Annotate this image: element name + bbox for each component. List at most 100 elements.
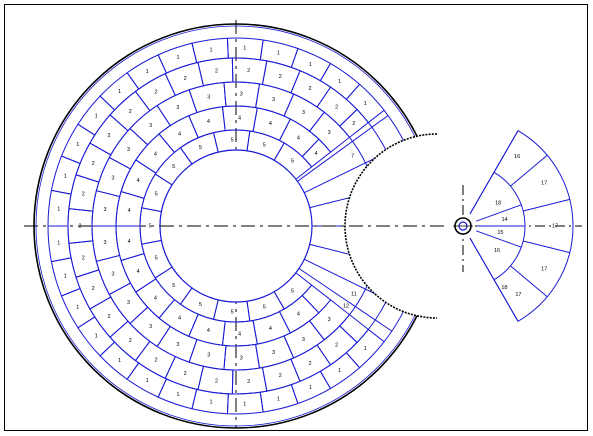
fan-block-edge xyxy=(475,204,522,222)
block-label: 1 xyxy=(57,207,60,213)
block-label: 3 xyxy=(240,92,243,98)
block-label: 3 xyxy=(127,300,130,306)
block-label: 4 xyxy=(128,208,131,214)
block-label: 1 xyxy=(118,358,121,364)
cutout-block-label: 11 xyxy=(351,291,357,297)
fan-block-edge xyxy=(493,130,519,173)
fan-block-label: 18 xyxy=(495,201,501,207)
block-label: 4 xyxy=(269,121,272,127)
fan-block-edge xyxy=(523,240,570,254)
block-label: 3 xyxy=(149,123,152,129)
block-label: 3 xyxy=(240,355,243,361)
block-label: 3 xyxy=(302,110,305,116)
block-label: 1 xyxy=(146,378,149,384)
block-label: 5 xyxy=(199,302,202,308)
block-label: 1 xyxy=(95,334,98,340)
block-label: 3 xyxy=(207,353,210,359)
fan-block-edge xyxy=(510,265,548,298)
block-label: 3 xyxy=(272,97,275,103)
block-label: 1 xyxy=(364,101,367,107)
block-label: 2 xyxy=(215,378,218,384)
fan-block-label: 16 xyxy=(494,248,500,254)
fan-block-label: 16 xyxy=(514,154,520,160)
block-label: 3 xyxy=(176,105,179,111)
block-label: 1 xyxy=(277,396,280,402)
cutout-block-label: 7 xyxy=(351,153,354,159)
block-label: 3 xyxy=(111,176,114,182)
block-label: 5 xyxy=(231,309,234,315)
fan-block-label: 17 xyxy=(541,267,547,273)
block-label: 2 xyxy=(279,373,282,379)
block-label: 1 xyxy=(243,46,246,52)
block-label: 5 xyxy=(291,159,294,165)
fan-block-edge xyxy=(469,172,495,215)
block-label: 2 xyxy=(247,68,250,74)
fan-block-edge xyxy=(493,279,519,322)
block-label: 5 xyxy=(291,288,294,294)
block-label: 1 xyxy=(57,240,60,246)
block-label: 3 xyxy=(328,130,331,136)
block-label: 2 xyxy=(107,314,110,320)
block-label: 1 xyxy=(338,368,341,374)
block-label: 2 xyxy=(335,104,338,110)
block-label: 3 xyxy=(302,337,305,343)
fan-block-edge xyxy=(523,198,570,212)
fan-block-edge xyxy=(475,230,522,248)
cutout-block-edge xyxy=(298,268,393,332)
block-label: 2 xyxy=(154,357,157,363)
block-label: 4 xyxy=(137,178,140,184)
fan-section: 16 18 17 17 17 17 14 15 16 18 xyxy=(453,130,574,322)
block-label: 4 xyxy=(207,328,210,334)
block-label: 2 xyxy=(279,74,282,80)
block-label: 3 xyxy=(272,350,275,356)
fan-block-label: 14 xyxy=(501,217,507,223)
block-label: 4 xyxy=(154,295,157,301)
cutout-block-label: 12 xyxy=(343,303,349,309)
block-label: 1 xyxy=(243,401,246,407)
block-label: 2 xyxy=(92,161,95,167)
block-label: 3 xyxy=(111,271,114,277)
block-label: 4 xyxy=(207,119,210,125)
block-label: 1 xyxy=(209,47,212,53)
block-label: 2 xyxy=(308,86,311,92)
block-label: 5 xyxy=(172,164,175,170)
block-label: 3 xyxy=(176,342,179,348)
block-label: 1 xyxy=(146,69,149,75)
ring-block xyxy=(339,313,370,344)
block-label: 4 xyxy=(269,326,272,332)
block-label: 4 xyxy=(178,131,181,137)
block-label: 2 xyxy=(78,223,81,229)
block-label: 1 xyxy=(64,173,67,179)
block-label: 2 xyxy=(335,343,338,349)
block-label: 2 xyxy=(215,69,218,75)
block-label: 4 xyxy=(297,135,300,141)
block-label: 1 xyxy=(209,400,212,406)
block-label: 3 xyxy=(103,240,106,246)
fan-block-edge xyxy=(510,154,548,187)
block-label: 5 xyxy=(199,145,202,151)
block-label: 1 xyxy=(338,79,341,85)
block-label: 2 xyxy=(352,121,355,127)
block-label: 3 xyxy=(207,94,210,100)
block-label: 1 xyxy=(76,305,79,311)
fan-outline xyxy=(469,130,574,322)
block-label: 4 xyxy=(154,152,157,158)
block-label: 1 xyxy=(64,274,67,280)
block-label: 1 xyxy=(277,51,280,57)
block-label: 5 xyxy=(155,255,158,261)
block-label: 2 xyxy=(92,286,95,292)
block-label: 3 xyxy=(328,317,331,323)
fan-block-label: 17 xyxy=(541,180,547,186)
block-label: 3 xyxy=(103,207,106,213)
block-label: 1 xyxy=(309,385,312,391)
cutout-edge xyxy=(344,133,438,319)
block-label: 5 xyxy=(263,142,266,148)
block-label: 4 xyxy=(297,312,300,318)
block-label: 1 xyxy=(176,55,179,61)
block-label: 1 xyxy=(118,89,121,95)
ring-block xyxy=(301,284,332,314)
fan-block-label: 15 xyxy=(497,230,503,236)
